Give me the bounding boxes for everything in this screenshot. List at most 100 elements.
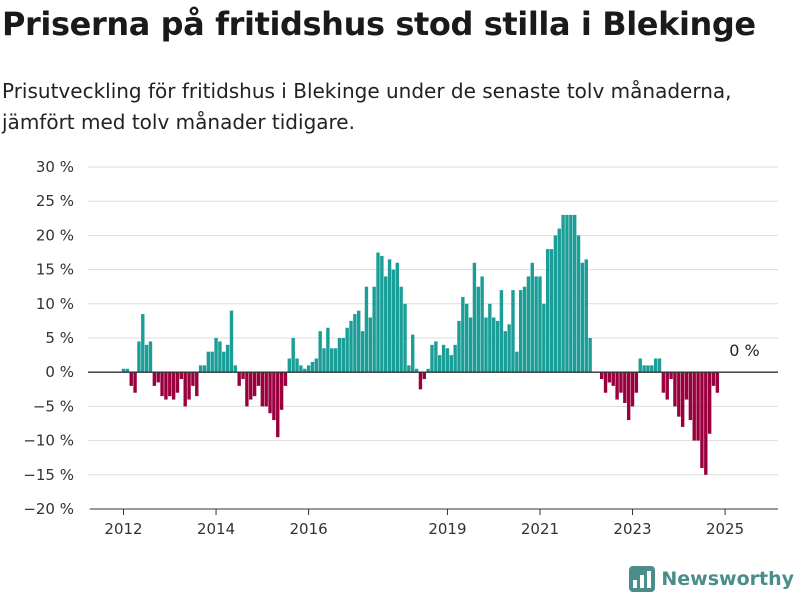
bar [438,355,442,373]
bar [187,372,191,400]
bar [222,351,226,373]
bar [572,214,577,373]
bar [661,372,666,393]
bar [407,365,411,373]
bar [133,372,137,393]
bar [171,372,176,400]
bar [611,372,615,386]
bar [445,348,450,373]
bar [214,338,218,373]
bar [279,372,284,410]
bar [588,338,592,373]
bar [626,372,631,421]
bar [303,368,307,373]
bar [507,324,511,373]
bar [395,262,399,373]
bar [461,296,465,373]
bar [449,355,453,373]
chart-subtitle: Prisutveckling för fritidshus i Blekinge… [2,79,732,134]
last-value-label: 0 % [729,341,759,360]
x-tick-label: 2019 [428,520,466,538]
y-tick-label: −20 % [23,500,74,518]
bar [380,255,384,373]
bar [715,372,720,393]
bar [584,259,588,373]
y-tick-label: 10 % [36,295,74,313]
bar [465,303,469,373]
bar [657,358,662,373]
y-tick-label: 15 % [36,261,74,279]
bar [480,276,484,373]
bar [233,365,238,373]
bar [168,372,172,397]
bar [206,351,211,373]
bar [534,276,538,373]
bar [330,348,334,373]
bar [341,338,346,373]
bar [538,276,542,373]
bar [376,252,380,373]
bar [291,338,295,373]
bar [272,372,276,421]
bar [580,262,585,373]
bar [349,320,353,373]
bar [384,276,388,373]
bar [484,317,488,373]
bar [522,286,527,373]
bar [411,334,415,373]
bar [198,365,203,373]
y-tick-label: 25 % [36,192,74,210]
bar [426,368,430,373]
bar [441,344,446,373]
bar [333,348,338,373]
bar [557,228,561,373]
bar [164,372,168,400]
bar [249,372,253,400]
bar [310,361,315,373]
bar [318,331,322,373]
newsworthy-logo-icon [629,566,656,592]
bar [434,341,438,373]
bar [210,351,214,373]
bar [399,286,403,373]
bar [229,310,234,373]
bar [160,372,164,397]
bar [357,310,361,373]
bar [646,365,650,373]
bar [569,214,573,373]
y-axis-tick-labels: −20 % −15 % −10 % −5 % 0 % 5 % 10 % 15 % 20 % 25 … [23,158,74,518]
bar [264,372,268,407]
bar [692,372,696,441]
bar [549,249,554,373]
bar [260,372,265,407]
x-axis: 2012 2014 2016 2019 2021 2023 2025 [88,371,778,538]
bar [704,372,708,475]
price-change-bar-chart: −20 % −15 % −10 % −5 % 0 % 5 % 10 % 15 % 20 % 25 … [23,158,778,538]
bar [576,235,581,373]
newsworthy-logo: Newsworthy [629,564,794,594]
bar [711,372,716,386]
chart-bars [121,214,720,475]
bar [688,372,693,421]
bar [665,372,669,400]
bar [669,372,673,380]
bar [287,358,292,373]
bar [299,365,303,373]
bar [642,365,646,373]
bar [403,303,407,373]
bar [322,348,326,373]
bar [225,344,230,373]
y-tick-label: −5 % [33,397,74,415]
bar [530,262,534,373]
bar [141,314,145,373]
bar [599,372,604,380]
bar [129,372,133,386]
bar [515,351,519,373]
bar [680,372,685,427]
bar [353,314,357,373]
y-tick-label: −10 % [23,432,74,450]
bar [314,358,319,373]
bar [422,372,426,380]
bar [607,372,612,383]
bar [603,372,608,393]
